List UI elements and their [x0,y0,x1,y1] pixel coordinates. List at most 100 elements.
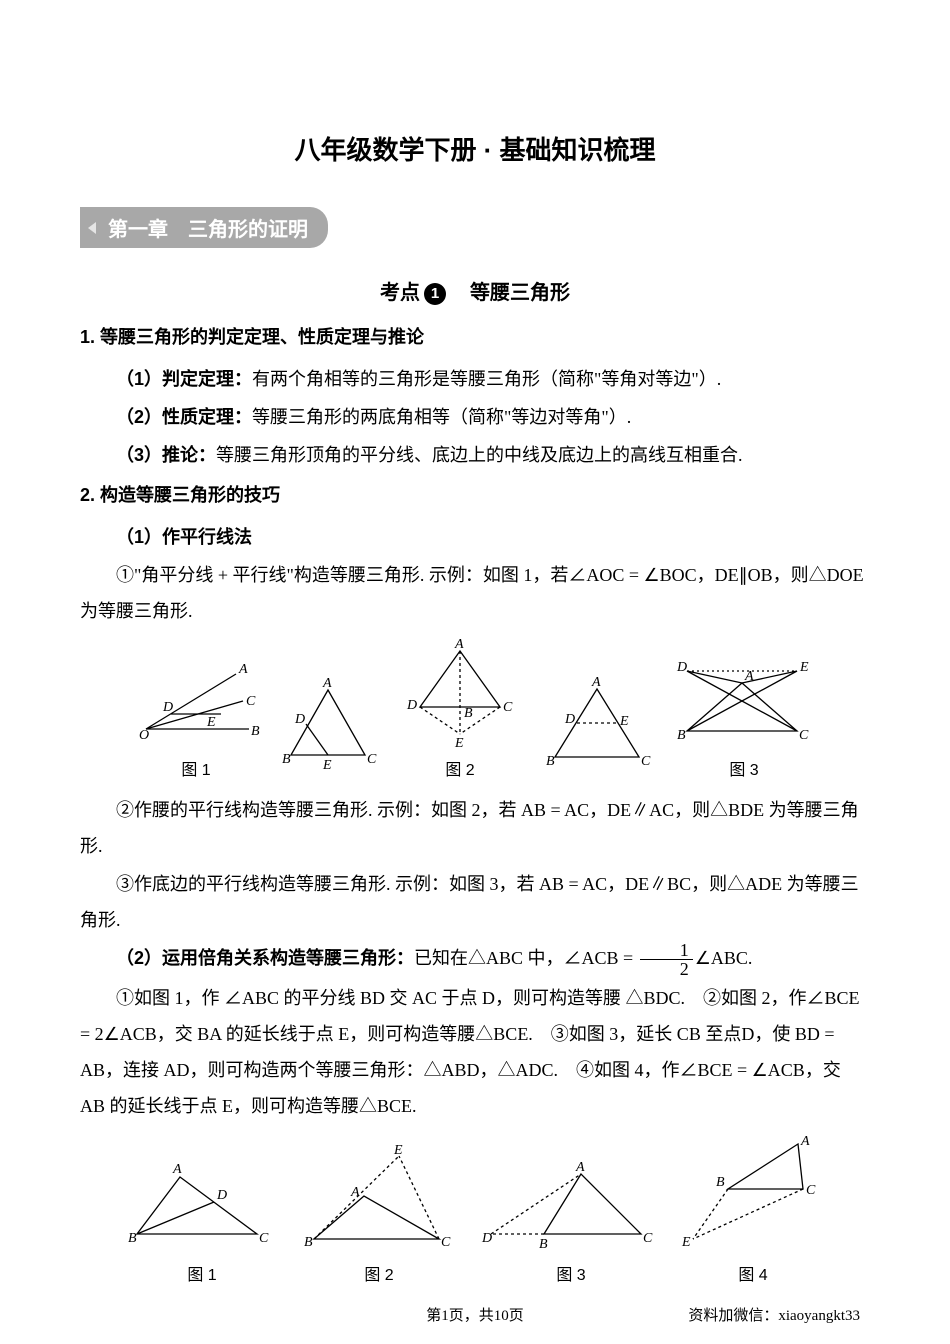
svg-text:C: C [367,752,377,767]
figure-2-3: A D B C 图 3 [476,1159,666,1285]
topic-heading: 考点1 等腰三角形 [80,276,870,305]
figure-1-3-label: 图 3 [669,756,819,780]
svg-text:E: E [322,758,332,773]
fraction-numerator: 1 [640,941,693,960]
para-1-2-label: （2）性质定理： [116,407,252,427]
sub-2-2: （2）运用倍角关系构造等腰三角形：已知在△ABC 中，∠ACB = 12∠ABC… [80,940,870,978]
para-1-3: （3）推论：等腰三角形顶角的平分线、底边上的中线及底边上的高线互相重合. [80,437,870,473]
para-1-1-body: 有两个角相等的三角形是等腰三角形（简称"等角对等边"）. [252,369,721,389]
sub-2-1-label: （1）作平行线法 [80,519,870,555]
diagram-double-angle-2: E A B C [294,1144,464,1254]
svg-text:B: B [304,1235,313,1250]
fraction-half: 12 [640,941,693,978]
figure-2-3-label: 图 3 [476,1261,666,1285]
figure-1-3a: A B C D E [537,675,657,780]
svg-text:C: C [503,700,513,715]
figure-1-3b: D E A B C 图 3 [669,649,819,780]
svg-text:B: B [251,724,260,739]
diagram-parallel-base-b: D E A B C [669,649,819,749]
svg-text:B: B [677,728,686,743]
para-1-2: （2）性质定理：等腰三角形的两底角相等（简称"等边对等角"）. [80,399,870,435]
figure-1-2a: A B C D E [273,675,383,780]
svg-text:A: A [591,675,601,690]
svg-text:A: A [172,1162,182,1177]
diagram-angle-bisector: O A C B D E [131,649,261,749]
svg-text:C: C [806,1183,816,1198]
figure-2-4: A B C E 图 4 [678,1134,828,1285]
svg-text:B: B [716,1175,725,1190]
topic-number-badge: 1 [424,283,446,305]
svg-text:A: A [575,1160,585,1175]
topic-prefix: 考点 [380,282,420,304]
para-1-3-label: （3）推论： [116,445,216,465]
figure-2-2-label: 图 2 [294,1261,464,1285]
figure-2-1-label: 图 1 [122,1261,282,1285]
para-2-2: ②作腰的平行线构造等腰三角形. 示例：如图 2，若 AB = AC，DE∥AC，… [80,792,870,864]
svg-text:D: D [481,1231,492,1246]
svg-text:E: E [681,1235,691,1250]
svg-text:A: A [800,1134,810,1149]
para-2-3: ③作底边的平行线构造等腰三角形. 示例：如图 3，若 AB = AC，DE∥BC… [80,866,870,938]
svg-text:B: B [464,706,473,721]
svg-text:D: D [676,660,687,675]
svg-text:C: C [441,1235,451,1250]
sub-2-1-label-text: （1）作平行线法 [116,527,252,547]
figure-1-1-label: 图 1 [131,756,261,780]
para-2-1: ①"角平分线 + 平行线"构造等腰三角形. 示例：如图 1，若∠AOC = ∠B… [80,557,870,629]
figure-1-2-label: 图 2 [395,756,525,780]
svg-text:E: E [619,714,629,729]
svg-text:E: E [454,736,464,751]
svg-text:E: E [393,1143,403,1158]
svg-text:A: A [744,669,754,684]
svg-text:E: E [799,660,809,675]
para-2-4: ①如图 1，作 ∠ABC 的平分线 BD 交 AC 于点 D，则可构造等腰 △B… [80,980,870,1124]
svg-text:D: D [216,1188,227,1203]
svg-text:B: B [128,1231,137,1246]
svg-text:C: C [641,754,651,769]
svg-text:A: A [350,1185,360,1200]
figure-2-4-label: 图 4 [678,1261,828,1285]
diagram-double-angle-3: A D B C [476,1159,666,1254]
para-1-3-body: 等腰三角形顶角的平分线、底边上的中线及底边上的高线互相重合. [216,445,743,465]
svg-text:C: C [799,728,809,743]
figure-row-1: O A C B D E 图 1 A B C D E [80,639,870,780]
svg-text:D: D [406,698,417,713]
svg-text:B: B [539,1237,548,1252]
figure-2-1: A B C D 图 1 [122,1159,282,1285]
svg-text:C: C [643,1231,653,1246]
para-1-2-body: 等腰三角形的两底角相等（简称"等边对等角"）. [252,407,631,427]
svg-text:B: B [282,752,291,767]
sub-2-2-label: （2）运用倍角关系构造等腰三角形： [116,948,414,968]
footer-page-number: 第1页，共10页 [426,1304,524,1325]
svg-text:B: B [546,754,555,769]
svg-text:A: A [454,637,464,652]
svg-text:D: D [564,712,575,727]
figure-1-1: O A C B D E 图 1 [131,649,261,780]
page-title: 八年级数学下册 · 基础知识梳理 [80,130,870,167]
figure-2-2: E A B C 图 2 [294,1144,464,1285]
footer-watermark: 资料加微信：xiaoyangkt33 [688,1304,860,1325]
diagram-double-angle-1: A B C D [122,1159,282,1254]
svg-text:D: D [294,712,305,727]
figure-1-2b: A D C B E 图 2 [395,639,525,780]
diagram-parallel-leg-a: A B C D E [273,675,383,775]
figure-row-2: A B C D 图 1 E A B C 图 2 A [80,1134,870,1285]
sub-2-2-body-a: 已知在△ABC 中，∠ACB = [414,948,638,968]
topic-name: 等腰三角形 [450,282,570,304]
section-2-heading: 2. 构造等腰三角形的技巧 [80,481,870,507]
diagram-double-angle-4: A B C E [678,1134,828,1254]
svg-text:C: C [259,1231,269,1246]
diagram-parallel-base-a: A B C D E [537,675,657,775]
section-1-heading: 1. 等腰三角形的判定定理、性质定理与推论 [80,323,870,349]
chapter-badge: 第一章 三角形的证明 [80,207,328,248]
svg-text:E: E [206,715,216,730]
svg-text:D: D [162,700,173,715]
para-1-1-label: （1）判定定理： [116,369,252,389]
svg-text:C: C [246,694,256,709]
para-1-1: （1）判定定理：有两个角相等的三角形是等腰三角形（简称"等角对等边"）. [80,361,870,397]
svg-text:A: A [238,662,248,677]
fraction-denominator: 2 [640,960,693,978]
sub-2-2-body-b: ∠ABC. [695,948,753,968]
diagram-parallel-leg-b: A D C B E [395,639,525,749]
svg-text:O: O [139,728,149,743]
